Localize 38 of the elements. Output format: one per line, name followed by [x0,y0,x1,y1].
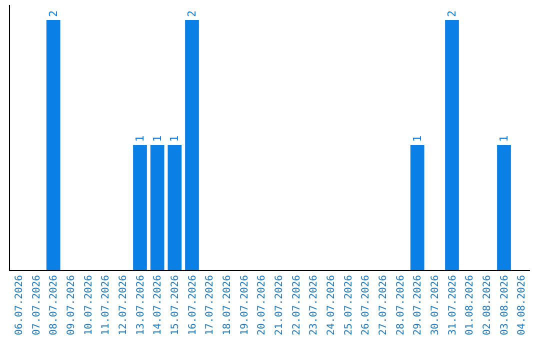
x-tick-label: 04.08.2026 [516,275,528,336]
x-tick-label: 13.07.2026 [135,275,146,336]
x-tick-label: 28.07.2026 [395,275,406,336]
x-tick-label: 07.07.2026 [31,275,42,336]
x-tick-label: 27.07.2026 [378,275,389,336]
data-label: 1 [168,135,182,142]
x-tick-label: 01.08.2026 [464,275,476,336]
data-label: 2 [46,10,60,17]
x-tick-label: 24.07.2026 [326,275,337,336]
x-tick-label: 02.08.2026 [482,275,493,336]
x-tick-label: 16.07.2026 [187,275,198,336]
x-tick-label: 22.07.2026 [291,275,302,336]
data-label: 1 [134,135,146,142]
x-tick-label: 14.07.2026 [152,275,164,336]
x-tick-label: 17.07.2026 [204,275,216,336]
x-tick-label: 30.07.2026 [430,275,441,336]
x-tick-label: 23.07.2026 [308,275,320,336]
x-tick-label: 25.07.2026 [343,275,354,336]
x-tick-label: 21.07.2026 [274,275,285,336]
x-tick-label: 26.07.2026 [360,275,372,336]
x-tick-label: 31.07.2026 [447,275,458,336]
x-tick-label: 08.07.2026 [48,275,60,336]
x-tick-label: 11.07.2026 [100,275,112,336]
x-tick-label: 15.07.2026 [170,275,181,336]
data-label: 1 [410,135,424,142]
data-label: 1 [150,135,164,142]
data-label: 2 [186,10,198,17]
x-tick-label: 10.07.2026 [83,275,94,336]
x-tick-label: 20.07.2026 [256,275,268,336]
x-tick-label: 19.07.2026 [239,275,250,336]
x-tick-label: 06.07.2026 [14,275,25,336]
x-tick-label: 12.07.2026 [118,275,129,336]
x-tick-label: 03.08.2026 [499,275,510,336]
x-tick-label: 18.07.2026 [222,275,233,336]
x-tick-label: 29.07.2026 [412,275,424,336]
data-label: 2 [446,10,458,17]
data-label: 1 [498,135,510,142]
x-tick-label: 09.07.2026 [66,275,77,336]
